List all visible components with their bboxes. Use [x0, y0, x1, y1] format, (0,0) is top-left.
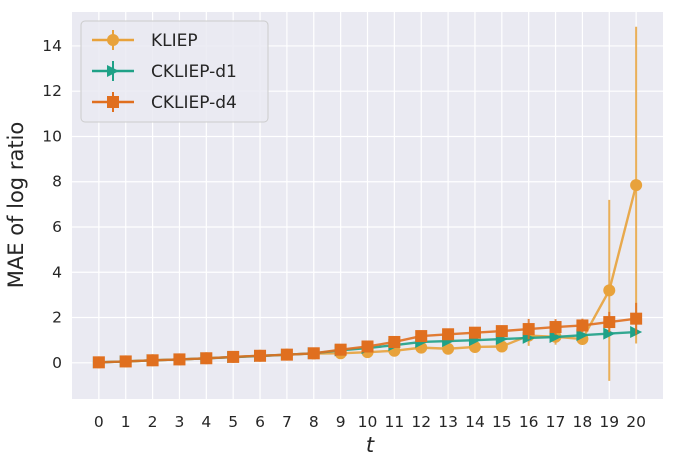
- data-point: [549, 321, 562, 334]
- data-point: [549, 330, 562, 343]
- legend-label-kliep: KLIEP: [151, 31, 198, 51]
- x-tick-label: 2: [148, 413, 158, 431]
- x-tick-label: 13: [438, 413, 458, 431]
- y-tick-label: 12: [42, 82, 62, 100]
- y-axis-title: MAE of log ratio: [4, 122, 28, 288]
- data-point: [146, 354, 159, 367]
- x-tick-label: 16: [519, 413, 539, 431]
- data-point: [442, 342, 455, 355]
- data-point: [227, 350, 240, 363]
- data-point: [522, 323, 535, 336]
- legend: KLIEP CKLIEP-d1 CKLIEP-d4: [80, 20, 269, 123]
- x-axis-title: t: [366, 433, 375, 455]
- series-layer: [92, 26, 643, 381]
- x-tick-label: 1: [121, 413, 131, 431]
- x-tick-label: 7: [282, 413, 292, 431]
- x-tick-label: 8: [309, 413, 319, 431]
- series-ckliep-d4: [92, 302, 643, 369]
- data-point: [495, 325, 508, 338]
- data-point: [173, 353, 186, 366]
- x-tick-labels: 0 1 2 3 4 5 6 7 8 9 10 11 12 13 14 15 16 17 18 19 20: [94, 413, 646, 431]
- data-point: [576, 319, 589, 332]
- legend-label-ckliep-d1: CKLIEP-d1: [151, 62, 237, 82]
- x-tick-label: 20: [626, 413, 646, 431]
- legend-marker: [107, 34, 119, 46]
- data-point: [603, 327, 616, 340]
- x-tick-label: 19: [599, 413, 619, 431]
- legend-box: [80, 20, 269, 123]
- legend-label-ckliep-d4: CKLIEP-d4: [151, 93, 237, 113]
- x-tick-label: 0: [94, 413, 104, 431]
- data-point: [442, 328, 455, 341]
- data-point: [254, 349, 267, 362]
- data-point: [630, 179, 643, 192]
- data-point: [468, 326, 481, 339]
- data-point: [603, 284, 616, 297]
- y-tick-label: 14: [42, 37, 62, 55]
- legend-marker: [107, 65, 119, 77]
- x-tick-label: 15: [492, 413, 512, 431]
- x-tick-label: 17: [546, 413, 566, 431]
- data-point: [576, 329, 589, 342]
- x-tick-label: 12: [411, 413, 431, 431]
- y-tick-label: 8: [52, 173, 62, 191]
- x-tick-label: 18: [573, 413, 593, 431]
- data-point: [307, 347, 320, 360]
- y-tick-label: 10: [42, 127, 62, 145]
- x-tick-label: 5: [228, 413, 238, 431]
- x-tick-label: 9: [336, 413, 346, 431]
- data-point: [415, 330, 428, 343]
- y-tick-label: 2: [52, 309, 62, 327]
- data-point: [119, 355, 132, 368]
- data-point: [630, 312, 643, 325]
- x-tick-label: 4: [201, 413, 211, 431]
- data-point: [388, 335, 401, 348]
- x-tick-label: 14: [465, 413, 485, 431]
- data-point: [603, 316, 616, 329]
- x-tick-label: 11: [384, 413, 404, 431]
- data-point: [200, 352, 213, 365]
- data-point: [280, 348, 293, 361]
- y-tick-label: 4: [52, 263, 62, 281]
- y-tick-label: 6: [52, 218, 62, 236]
- legend-marker: [107, 96, 119, 108]
- x-tick-label: 3: [175, 413, 185, 431]
- data-point: [334, 343, 347, 356]
- y-tick-labels: 0 2 4 6 8 10 12 14: [42, 37, 62, 372]
- data-point: [92, 356, 105, 369]
- y-tick-label: 0: [52, 354, 62, 372]
- x-tick-label: 10: [358, 413, 378, 431]
- data-point: [361, 340, 374, 353]
- x-tick-label: 6: [255, 413, 265, 431]
